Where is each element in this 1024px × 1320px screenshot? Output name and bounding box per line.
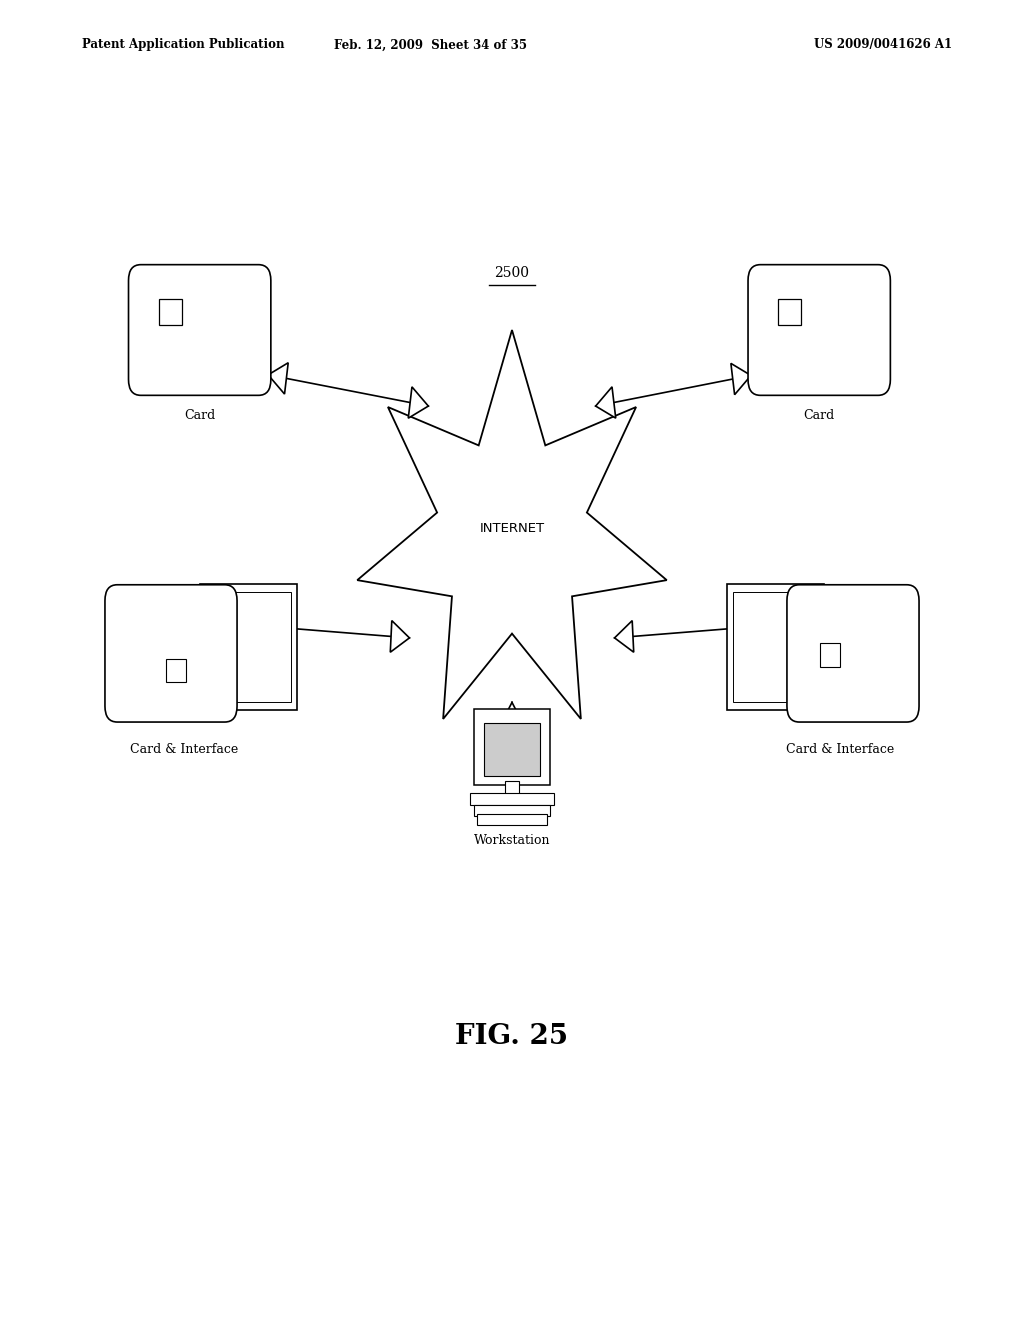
- Text: Card: Card: [184, 409, 215, 422]
- Bar: [200, 583, 297, 710]
- Text: FIG. 25: FIG. 25: [456, 1023, 568, 1049]
- Polygon shape: [268, 363, 288, 395]
- FancyBboxPatch shape: [129, 264, 270, 396]
- Text: Workstation: Workstation: [474, 834, 550, 847]
- Bar: [470, 793, 554, 805]
- Text: Card & Interface: Card & Interface: [785, 743, 894, 756]
- Bar: [473, 709, 551, 785]
- Bar: [505, 781, 519, 795]
- Polygon shape: [500, 702, 524, 726]
- Bar: [778, 298, 801, 325]
- Bar: [166, 659, 186, 682]
- Polygon shape: [409, 387, 428, 418]
- Bar: [473, 805, 551, 816]
- Polygon shape: [731, 363, 751, 395]
- Bar: [477, 814, 547, 825]
- Text: Card: Card: [804, 409, 835, 422]
- FancyBboxPatch shape: [748, 264, 891, 396]
- Text: Patent Application Publication: Patent Application Publication: [82, 38, 285, 51]
- Text: 2500: 2500: [495, 265, 529, 280]
- Text: US 2009/0041626 A1: US 2009/0041626 A1: [814, 38, 952, 51]
- Bar: [819, 643, 840, 667]
- Bar: [733, 591, 818, 702]
- Polygon shape: [614, 620, 634, 652]
- Bar: [159, 298, 181, 325]
- Bar: [483, 723, 541, 776]
- Polygon shape: [500, 729, 524, 752]
- Bar: [727, 583, 824, 710]
- Polygon shape: [357, 330, 667, 719]
- FancyBboxPatch shape: [786, 585, 920, 722]
- Text: Card & Interface: Card & Interface: [130, 743, 239, 756]
- Text: INTERNET: INTERNET: [479, 521, 545, 535]
- Polygon shape: [596, 387, 615, 418]
- Text: Feb. 12, 2009  Sheet 34 of 35: Feb. 12, 2009 Sheet 34 of 35: [334, 38, 526, 51]
- FancyBboxPatch shape: [105, 585, 238, 722]
- Polygon shape: [390, 620, 410, 652]
- Polygon shape: [263, 612, 283, 643]
- Bar: [206, 591, 291, 702]
- Polygon shape: [741, 612, 761, 643]
